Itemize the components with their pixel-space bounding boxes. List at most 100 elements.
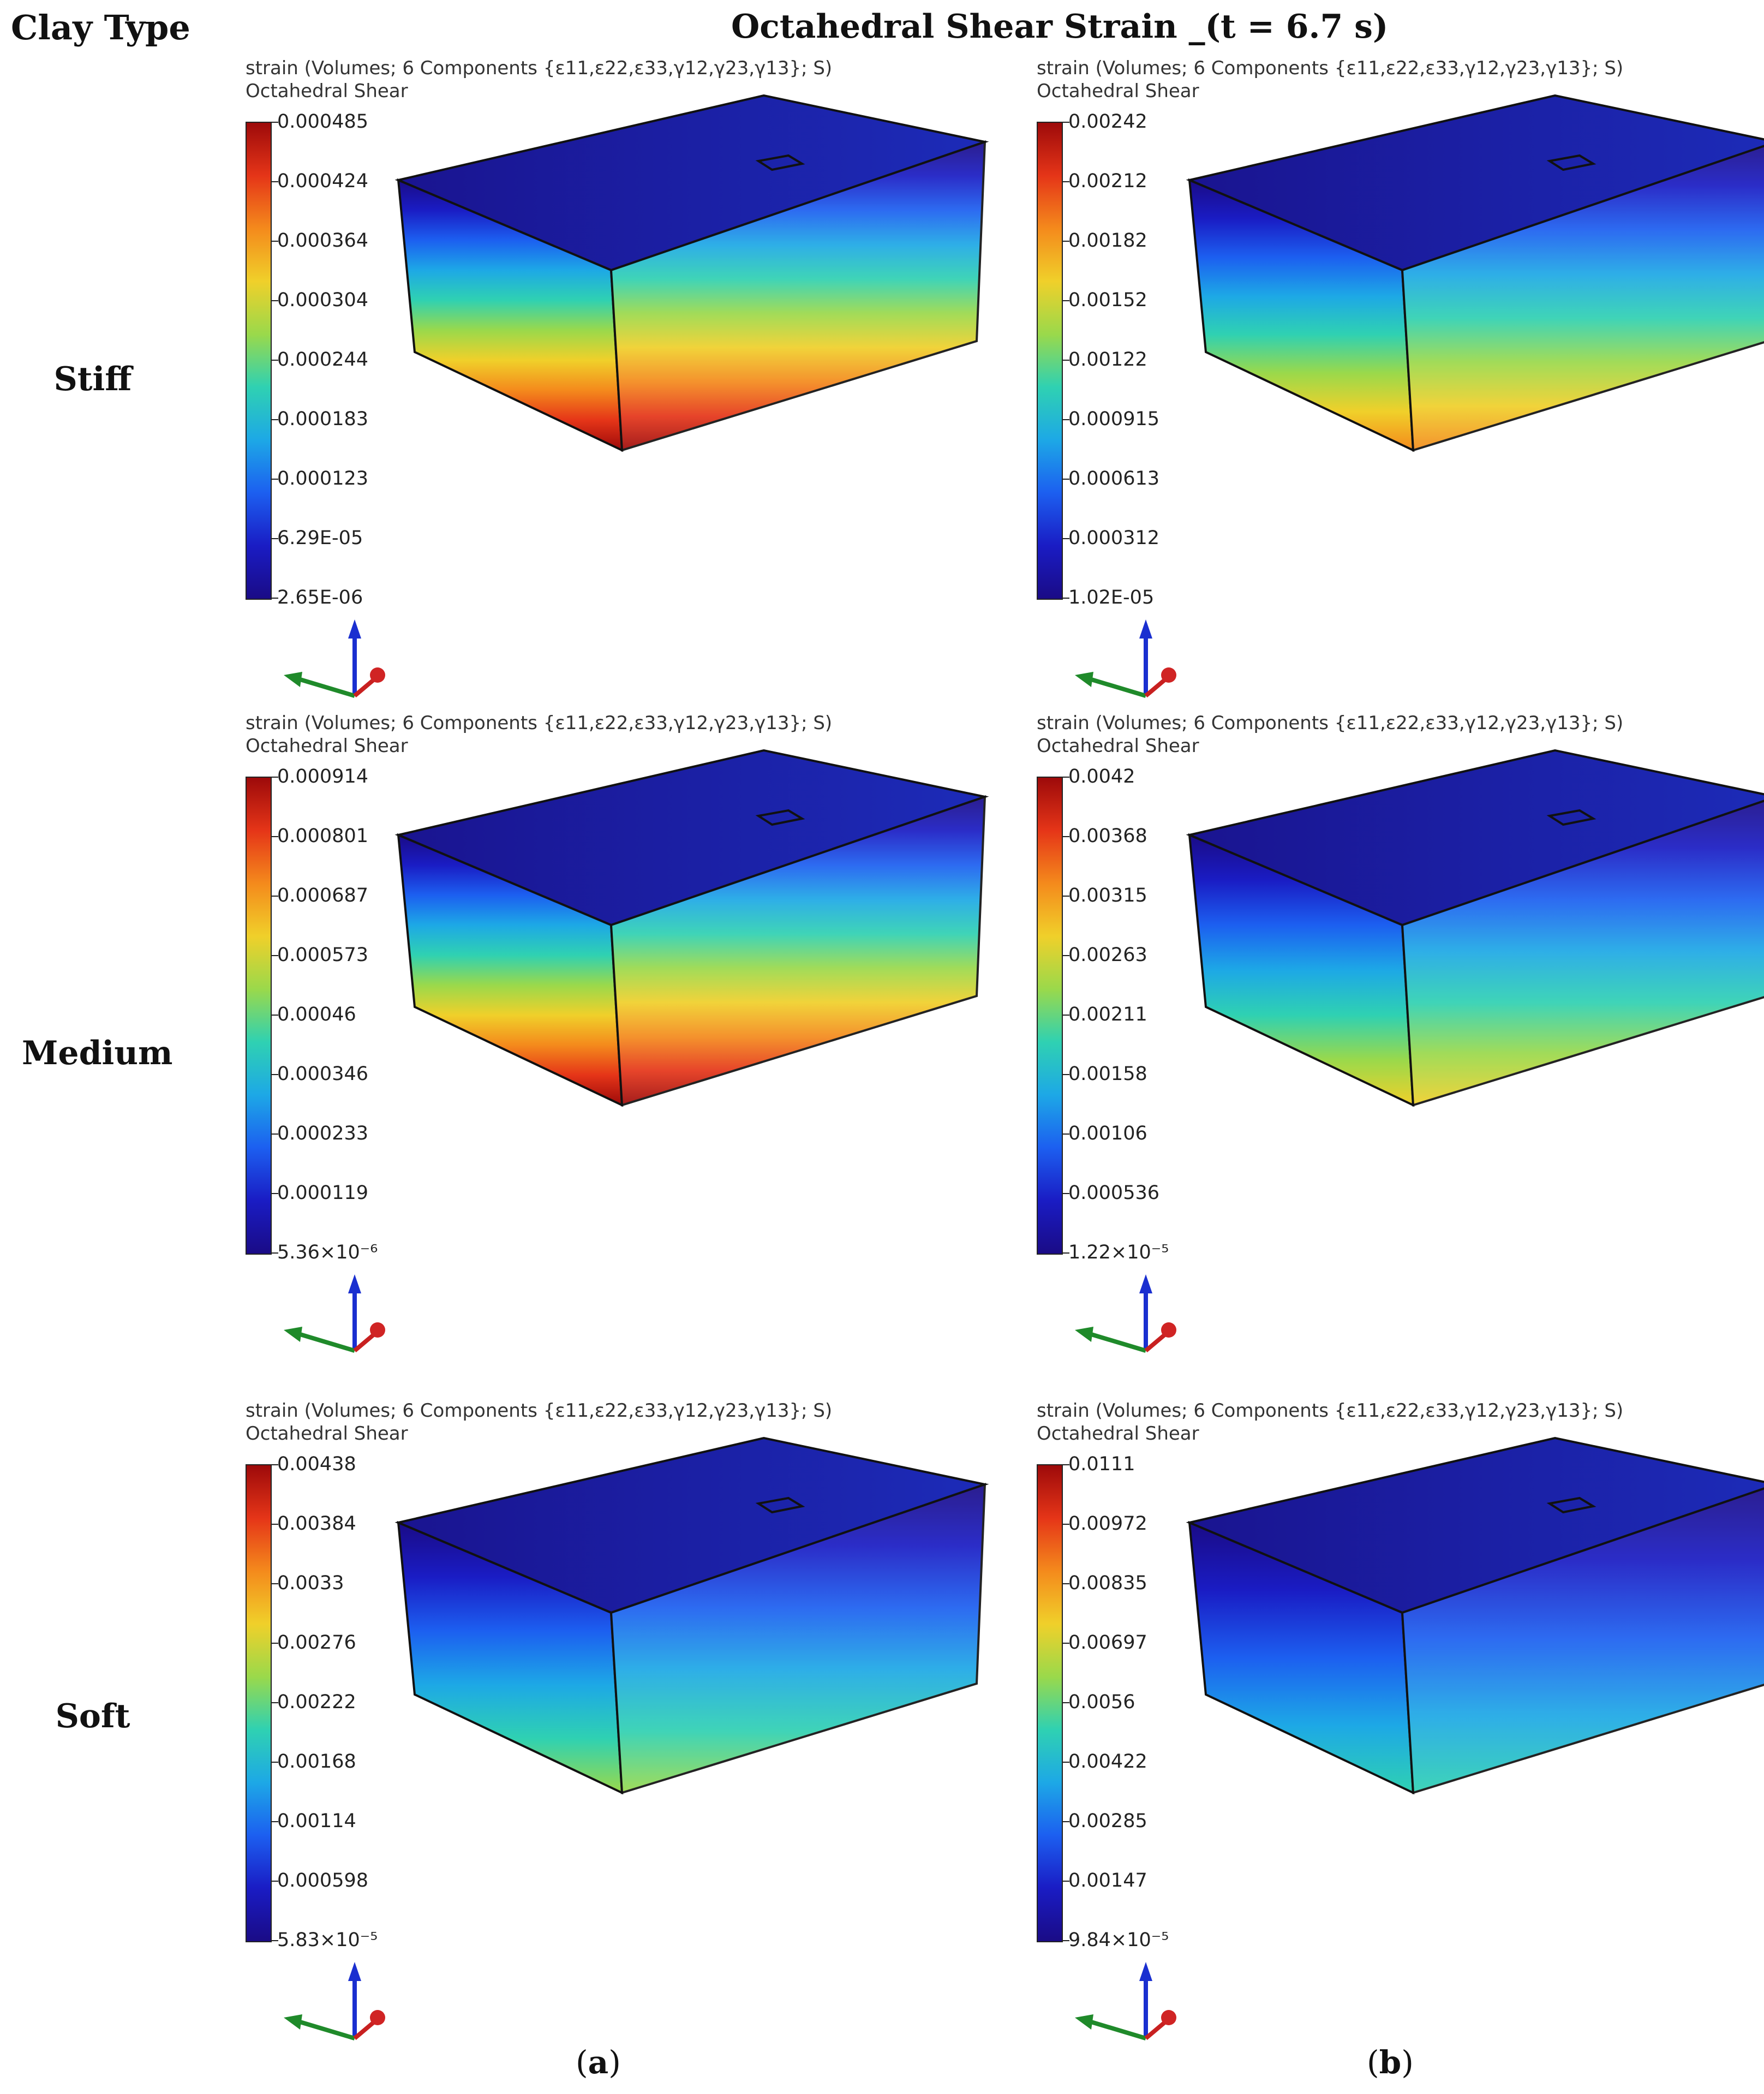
colorbar-tick: [271, 1524, 278, 1525]
colorbar-label: 0.0056: [1068, 1691, 1135, 1713]
colorbar-tick: [271, 1821, 278, 1822]
footing-outline: [755, 809, 805, 826]
colorbar-tick: [271, 1881, 278, 1882]
legend-subtitle: Octahedral Shear: [246, 80, 408, 102]
colorbar-label: 0.000485: [277, 111, 369, 133]
legend-title: strain (Volumes; 6 Components {ε11,ε22,ε…: [246, 57, 833, 79]
legend-subtitle: Octahedral Shear: [246, 1423, 408, 1445]
axis-triad-icon: [1075, 1962, 1176, 2041]
legend-title: strain (Volumes; 6 Components {ε11,ε22,ε…: [1037, 57, 1624, 79]
colorbar-tick: [1062, 836, 1069, 837]
colorbar-label: 0.00158: [1068, 1063, 1147, 1085]
legend-subtitle: Octahedral Shear: [1037, 80, 1199, 102]
contour-box-3d: [394, 1436, 989, 1795]
colorbar-tick: [1062, 241, 1069, 242]
colorbar-tick: [271, 1193, 278, 1194]
colorbar-label: 0.000364: [277, 230, 369, 252]
axis-triad-icon: [284, 619, 385, 698]
colorbar-tick: [271, 1583, 278, 1584]
colorbar-tick: [1062, 1643, 1069, 1644]
panel-medium-b: strain (Volumes; 6 Components {ε11,ε22,ε…: [1037, 712, 1764, 1378]
box-side-face: [1401, 1487, 1764, 1794]
colorbar-tick: [1062, 1252, 1069, 1254]
contour-box-3d: [394, 94, 989, 452]
panel-soft-a: strain (Volumes; 6 Components {ε11,ε22,ε…: [246, 1400, 1042, 2066]
colorbar-label: 9.84×10⁻⁵: [1068, 1929, 1169, 1951]
colorbar-label: 0.0033: [277, 1572, 344, 1594]
colorbar-label: 0.00972: [1068, 1513, 1147, 1535]
colorbar-tick: [1062, 360, 1069, 361]
colorbar-label: 0.00114: [277, 1810, 356, 1832]
colorbar-tick: [271, 181, 278, 182]
colorbar-tick: [1062, 955, 1069, 956]
panel-medium-a: strain (Volumes; 6 Components {ε11,ε22,ε…: [246, 712, 1042, 1378]
colorbar-label: 0.00122: [1068, 349, 1147, 371]
row-label-soft: Soft: [55, 1697, 130, 1735]
contour-box-3d: [394, 749, 989, 1107]
row-label-medium: Medium: [22, 1034, 173, 1072]
colorbar-tick: [271, 1464, 278, 1465]
legend-title: strain (Volumes; 6 Components {ε11,ε22,ε…: [1037, 1400, 1624, 1422]
colorbar-label: 0.00835: [1068, 1572, 1147, 1594]
colorbar-label: 5.83×10⁻⁵: [277, 1929, 378, 1951]
panel-stiff-a: strain (Volumes; 6 Components {ε11,ε22,ε…: [246, 57, 1042, 723]
legend-title: strain (Volumes; 6 Components {ε11,ε22,ε…: [1037, 712, 1624, 734]
colorbar-label: 0.00182: [1068, 230, 1147, 252]
colorbar-tick: [271, 1940, 278, 1941]
colorbar-tick: [1062, 1881, 1069, 1882]
colorbar-label: 0.000613: [1068, 468, 1160, 490]
colorbar-label: 0.00168: [277, 1751, 356, 1773]
colorbar-label: 0.000424: [277, 170, 369, 192]
colorbar-tick: [271, 1015, 278, 1016]
colorbar-label: 0.000183: [277, 408, 369, 430]
colorbar-tick: [271, 1702, 278, 1703]
colorbar-tick: [271, 538, 278, 539]
colorbar-label: 0.00211: [1068, 1004, 1147, 1025]
legend-title: strain (Volumes; 6 Components {ε11,ε22,ε…: [246, 712, 833, 734]
colorbar-label: 0.00384: [277, 1513, 356, 1535]
axis-triad-icon: [1075, 619, 1176, 698]
colorbar-label: 0.000233: [277, 1123, 369, 1144]
legend-subtitle: Octahedral Shear: [246, 735, 408, 757]
row-label-stiff: Stiff: [53, 360, 132, 398]
colorbar-label: 0.000304: [277, 289, 369, 311]
colorbar-label: 0.000312: [1068, 527, 1160, 549]
colorbar-tick: [271, 1252, 278, 1254]
colorbar-label: 0.00147: [1068, 1870, 1147, 1892]
colorbar-tick: [271, 1643, 278, 1644]
colorbar-label: 0.000244: [277, 349, 369, 371]
axis-triad-icon: [1075, 1274, 1176, 1353]
box-side-face: [609, 140, 986, 452]
colorbar-tick: [1062, 1762, 1069, 1763]
colorbar-tick: [271, 1762, 278, 1763]
column-label-a: (a): [576, 2044, 621, 2081]
colorbar-label: 0.00263: [1068, 944, 1147, 966]
colorbar-tick: [271, 479, 278, 480]
footing-outline: [755, 1496, 805, 1514]
colorbar-tick: [1062, 1821, 1069, 1822]
colorbar-label: 1.22×10⁻⁵: [1068, 1242, 1169, 1263]
colorbar-label: 0.000346: [277, 1063, 369, 1085]
legend-subtitle: Octahedral Shear: [1037, 735, 1199, 757]
box-side-face: [609, 1483, 986, 1794]
colorbar-tick: [271, 1133, 278, 1135]
contour-box-3d: [1186, 1436, 1764, 1795]
colorbar-tick: [1062, 598, 1069, 599]
colorbar-tick: [271, 122, 278, 123]
box-side-face: [1401, 145, 1764, 452]
colorbar-tick: [271, 419, 278, 420]
axis-triad-icon: [284, 1274, 385, 1353]
colorbar-label: 6.29E-05: [277, 527, 363, 549]
footing-outline: [755, 154, 805, 171]
colorbar-label: 5.36×10⁻⁶: [277, 1242, 378, 1263]
colorbar-tick: [271, 955, 278, 956]
colorbar-label: 0.00422: [1068, 1751, 1147, 1773]
colorbar-label: 0.00697: [1068, 1632, 1147, 1654]
box-side-face: [609, 795, 986, 1107]
colorbar-tick: [1062, 1702, 1069, 1703]
colorbar-label: 0.00438: [277, 1453, 356, 1475]
colorbar-tick: [1062, 1940, 1069, 1941]
colorbar-tick: [1062, 1193, 1069, 1194]
colorbar-label: 0.00315: [1068, 885, 1147, 906]
box-side-face: [1401, 800, 1764, 1107]
